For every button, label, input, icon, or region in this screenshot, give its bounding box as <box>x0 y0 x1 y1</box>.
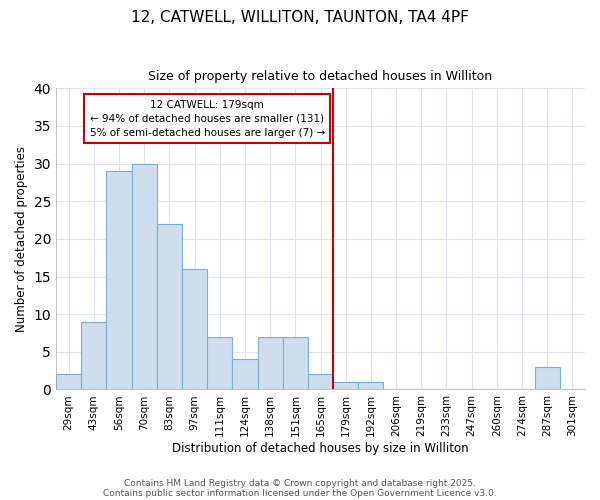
Title: Size of property relative to detached houses in Williton: Size of property relative to detached ho… <box>148 70 493 83</box>
Bar <box>232 360 257 390</box>
Bar <box>182 269 207 390</box>
Bar <box>535 367 560 390</box>
Text: Contains public sector information licensed under the Open Government Licence v3: Contains public sector information licen… <box>103 488 497 498</box>
Bar <box>157 224 182 390</box>
X-axis label: Distribution of detached houses by size in Williton: Distribution of detached houses by size … <box>172 442 469 455</box>
Bar <box>283 337 308 390</box>
Text: 12 CATWELL: 179sqm
← 94% of detached houses are smaller (131)
5% of semi-detache: 12 CATWELL: 179sqm ← 94% of detached hou… <box>89 100 325 138</box>
Bar <box>358 382 383 390</box>
Bar <box>308 374 333 390</box>
Y-axis label: Number of detached properties: Number of detached properties <box>15 146 28 332</box>
Text: 12, CATWELL, WILLITON, TAUNTON, TA4 4PF: 12, CATWELL, WILLITON, TAUNTON, TA4 4PF <box>131 10 469 25</box>
Bar <box>106 171 131 390</box>
Bar <box>207 337 232 390</box>
Bar <box>131 164 157 390</box>
Text: Contains HM Land Registry data © Crown copyright and database right 2025.: Contains HM Land Registry data © Crown c… <box>124 478 476 488</box>
Bar <box>56 374 81 390</box>
Bar <box>257 337 283 390</box>
Bar <box>81 322 106 390</box>
Bar <box>333 382 358 390</box>
